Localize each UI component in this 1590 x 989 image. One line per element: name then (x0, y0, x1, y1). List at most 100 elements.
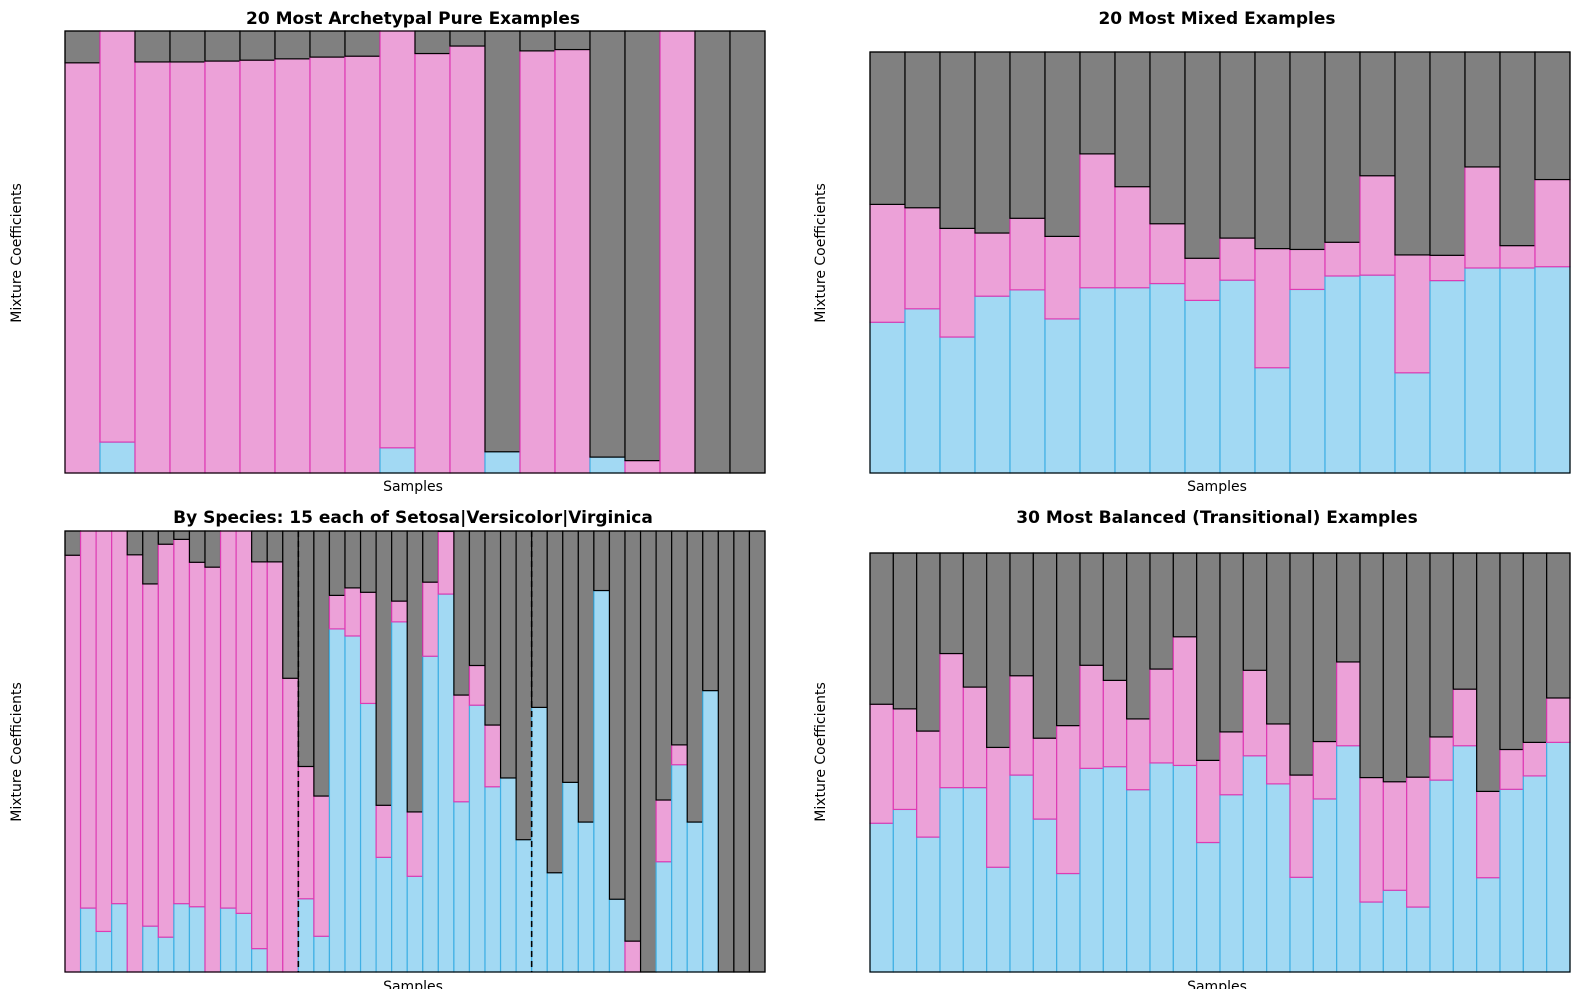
bar-segment-p2-s0-25 (453, 801, 471, 973)
bar-segment-p3-s2-29 (1546, 552, 1571, 699)
bar-segment-p2-s1-18 (344, 587, 362, 637)
bar-segment-p2-s1-11 (235, 530, 253, 914)
bar-segment-p2-s2-29 (515, 530, 533, 841)
bar-segment-p2-s2-25 (453, 530, 471, 696)
bar-segment-p0-s1-10 (414, 52, 451, 474)
bar-segment-p3-s1-14 (1196, 759, 1221, 844)
bar-segment-p0-s2-10 (414, 30, 451, 55)
bar-segment-p3-s0-11 (1126, 789, 1151, 973)
bar-segment-p1-s2-17 (1464, 51, 1501, 168)
bar-segment-p3-s0-0 (869, 822, 894, 973)
bar-segment-p1-s2-12 (1289, 51, 1326, 251)
bar-segment-p3-s1-0 (869, 703, 894, 824)
panel-1-title: 20 Most Mixed Examples (1098, 9, 1335, 29)
bar-segment-p2-s2-33 (577, 530, 595, 823)
bar-segment-p2-s1-24 (437, 530, 455, 595)
bar-segment-p2-s1-27 (484, 724, 502, 788)
bar-segment-p1-s2-0 (869, 51, 906, 205)
bar-segment-p1-s2-4 (1009, 51, 1046, 219)
bar-segment-p2-s1-22 (406, 811, 424, 877)
bar-segment-p2-s0-2 (95, 930, 113, 973)
bar-segment-p1-s2-2 (939, 51, 976, 229)
bar-segment-p2-s2-5 (142, 530, 159, 585)
plot-frame-2 (64, 530, 766, 973)
bar-segment-p1-s0-4 (1009, 289, 1046, 474)
bar-segment-p3-s2-23 (1406, 552, 1431, 778)
bar-segment-p0-s2-12 (484, 30, 521, 453)
bar-segment-p2-s2-14 (282, 530, 299, 679)
bar-segment-p2-s0-38 (655, 861, 673, 973)
bar-segment-p3-s0-3 (939, 787, 964, 973)
bar-segment-p1-s2-11 (1254, 51, 1291, 250)
bar-segment-p2-s0-20 (375, 856, 393, 973)
bar-segment-p0-s0-12 (484, 451, 521, 474)
bar-segment-p3-s2-22 (1382, 552, 1408, 783)
bar-segment-p2-s0-21 (391, 621, 408, 973)
bar-segment-p2-s1-14 (282, 677, 299, 973)
plot-frame-3 (869, 552, 1571, 973)
bar-segment-p2-s1-12 (251, 561, 268, 950)
bar-segment-p3-s2-25 (1452, 552, 1478, 690)
bar-segment-p2-s0-19 (359, 702, 377, 973)
bar-segment-p3-s0-29 (1546, 741, 1571, 973)
bar-segment-p3-s0-1 (892, 808, 918, 973)
bar-segment-p3-s0-9 (1079, 767, 1104, 973)
bar-segment-p2-s1-1 (79, 530, 97, 909)
bar-segment-p2-s1-9 (204, 566, 222, 973)
bar-segment-p2-s2-36 (624, 530, 642, 942)
bar-segment-p3-s2-15 (1219, 552, 1244, 733)
bar-segment-p2-s2-4 (126, 530, 144, 556)
bar-segment-p2-s2-31 (546, 530, 564, 874)
bar-segment-p3-s0-8 (1056, 872, 1081, 973)
bar-segment-p2-s2-37 (639, 530, 657, 973)
bar-segment-p1-s2-9 (1184, 51, 1221, 259)
bar-segment-p2-s1-39 (671, 744, 688, 766)
bar-segment-p2-s1-4 (126, 554, 144, 973)
bar-segment-p3-s1-2 (916, 730, 941, 838)
bar-segment-p2-s0-10 (219, 907, 237, 973)
bar-segment-p2-s2-16 (313, 530, 331, 797)
bar-segment-p3-s1-21 (1359, 776, 1384, 903)
bar-segment-p1-s0-5 (1044, 318, 1081, 474)
bar-segment-p3-s0-4 (962, 787, 988, 973)
bar-segment-p3-s2-5 (986, 552, 1011, 749)
bar-segment-p1-s0-11 (1254, 367, 1291, 474)
bar-segment-p3-s1-3 (939, 652, 964, 789)
bar-segment-p3-s2-10 (1102, 552, 1128, 681)
bar-segment-p2-s2-38 (655, 530, 673, 801)
bar-segment-p1-s1-18 (1499, 245, 1536, 269)
bar-segment-p1-s1-11 (1254, 248, 1291, 369)
bar-segment-p3-s2-26 (1476, 552, 1501, 793)
bar-segment-p1-s2-13 (1324, 51, 1361, 243)
bar-segment-p2-s0-3 (111, 903, 128, 973)
bar-segment-p0-s1-3 (169, 61, 206, 474)
bar-segment-p1-s1-15 (1394, 254, 1431, 374)
bar-segment-p3-s1-20 (1336, 661, 1361, 747)
bar-segment-p3-s0-28 (1522, 775, 1548, 973)
bar-segment-p1-s2-14 (1359, 51, 1396, 177)
bar-segment-p0-s1-13 (519, 50, 556, 474)
bar-segment-p2-s0-27 (484, 786, 502, 973)
bar-segment-p0-s2-2 (134, 30, 171, 63)
panel-1-ylabel: Mixture Coefficients (813, 183, 829, 322)
bar-segment-p3-s0-27 (1499, 788, 1524, 973)
bar-segment-p2-s0-39 (671, 764, 688, 973)
panel-3-ylabel: Mixture Coefficients (813, 682, 829, 821)
bar-segment-p2-s2-8 (188, 530, 206, 563)
bar-segment-p0-s1-7 (309, 56, 346, 474)
bar-segment-p2-s2-44 (748, 530, 766, 973)
bar-segment-p0-s2-0 (64, 30, 101, 64)
bar-segment-p3-s1-22 (1382, 781, 1408, 891)
bar-segment-p2-s1-5 (142, 583, 159, 927)
bar-segment-p2-s0-26 (468, 704, 486, 973)
bar-segment-p0-s2-14 (554, 30, 591, 51)
bar-segment-p2-s0-17 (328, 628, 346, 973)
bar-segment-p3-s0-22 (1382, 889, 1408, 973)
bar-segment-p2-s1-19 (359, 591, 377, 705)
bar-segment-p0-s2-18 (694, 30, 731, 474)
bar-segment-p2-s2-18 (344, 530, 362, 589)
bar-segment-p3-s1-6 (1009, 675, 1034, 776)
bar-segment-p3-s1-24 (1429, 736, 1454, 781)
bar-segment-p1-s1-16 (1429, 254, 1466, 282)
bar-segment-p3-s1-8 (1056, 725, 1081, 875)
